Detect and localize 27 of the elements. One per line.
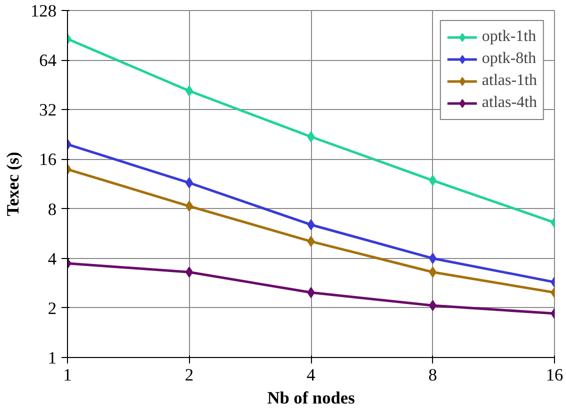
legend-label: optk-1th	[482, 28, 536, 46]
legend-label: atlas-4th	[482, 94, 537, 112]
point	[428, 266, 437, 278]
y-axis-title: Texec (s)	[4, 152, 23, 216]
point	[428, 252, 437, 264]
y-tick-label: 4	[48, 249, 57, 268]
point	[185, 200, 194, 212]
x-tick-label: 2	[184, 366, 194, 384]
y-tick-label: 16	[39, 150, 57, 170]
point	[428, 174, 437, 186]
x-tick-label: 16	[546, 366, 564, 384]
x-tick-label: 4	[306, 366, 316, 384]
legend-label: atlas-1th	[482, 72, 537, 90]
y-tick-label: 2	[48, 298, 57, 318]
x-tick-label: 1	[63, 366, 72, 384]
point	[185, 85, 194, 96]
y-tick-label: 1	[48, 348, 57, 368]
x-tick-label: 8	[428, 366, 438, 384]
x-axis-title: Nb of nodes	[267, 388, 356, 408]
point	[185, 177, 194, 188]
y-tick-label: 8	[48, 200, 57, 219]
legend-label: optk-8th	[482, 50, 536, 68]
point	[428, 300, 437, 311]
y-tick-label: 64	[39, 51, 57, 70]
point	[185, 266, 194, 278]
y-tick-label: 128	[30, 2, 57, 20]
y-tick-label: 32	[39, 100, 56, 120]
